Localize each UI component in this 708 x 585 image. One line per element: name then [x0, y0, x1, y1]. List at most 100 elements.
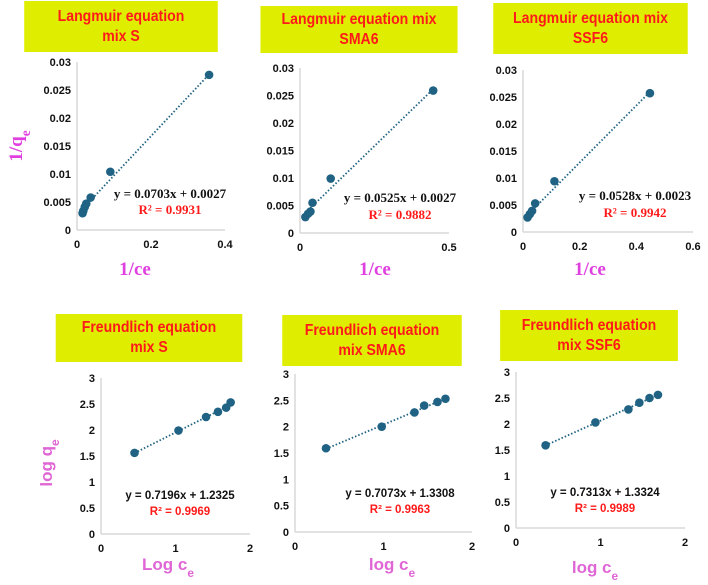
x-tick-label: 2	[469, 541, 475, 553]
trendline-equation: y = 0.0525x + 0.0027	[344, 190, 457, 205]
r-squared-label: R² = 0.9963	[370, 504, 430, 516]
x-axis-label: 1/ce	[574, 259, 606, 280]
data-point	[591, 418, 600, 427]
data-point	[419, 401, 429, 410]
y-tick-label: 0.015	[489, 146, 517, 158]
data-point	[530, 199, 540, 208]
trendline	[304, 88, 434, 214]
chart-title: Langmuir equation mix SMA6	[260, 6, 458, 53]
data-point	[130, 448, 139, 458]
y-axis-label-sub: e	[48, 439, 62, 446]
chart-title: Langmuir equation mix S	[24, 1, 218, 52]
trendline-equation: y = 0.0703x + 0.0027	[114, 186, 227, 201]
x-axis-label-main: 1/ce	[359, 259, 391, 280]
x-tick-label: 1	[380, 541, 386, 553]
x-tick-label: 0	[74, 239, 80, 251]
chart-title: Freundlich equation mix SSF6	[500, 310, 678, 361]
x-axis-label: log ce	[369, 555, 416, 580]
data-point	[541, 441, 550, 450]
trendline-equation: y = 0.0528x + 0.0023	[579, 188, 692, 203]
r-squared-label: R² = 0.9969	[150, 506, 210, 518]
data-point	[213, 407, 223, 417]
y-tick-label: 0.02	[50, 113, 71, 125]
y-tick-label: 0.025	[489, 92, 517, 104]
x-axis-label-main: log c	[572, 558, 612, 577]
trendline	[134, 403, 232, 454]
chart-title-line: Langmuir equation mix	[513, 9, 668, 27]
data-point	[645, 88, 655, 98]
chart-title: Freundlich equation mix SMA6	[282, 315, 462, 366]
x-tick-label: 0	[98, 543, 104, 555]
chart-title-line: mix SSF6	[557, 336, 621, 354]
chart-title-line: SSF6	[572, 29, 609, 47]
trendline-equation: y = 0.7073x + 1.3308	[345, 488, 455, 500]
x-tick-label: 0	[513, 537, 519, 549]
x-tick-label: 0.2	[143, 239, 158, 251]
x-axis-label-sub: e	[187, 566, 194, 580]
data-point	[174, 426, 183, 435]
data-point	[433, 397, 442, 407]
y-tick-label: 0	[89, 529, 95, 541]
chart-4: 0 0.5 1 1.5 2 2.5 3 0 1 2 y = 0.7196x + 1.2325 R² =…	[37, 373, 253, 580]
y-tick-label: 0	[288, 228, 294, 240]
data-point	[326, 174, 335, 183]
x-tick-label: 1	[597, 537, 603, 549]
y-tick-label: 0.03	[273, 63, 294, 75]
y-tick-label: 0.01	[496, 173, 517, 185]
data-point	[527, 206, 537, 216]
y-tick-label: 0.03	[50, 57, 71, 69]
chart-2: 0 0.005 0.01 0.015 0.02 0.025 0.03 0 0.5 y = 0.05…	[266, 63, 456, 280]
x-tick-label: 2	[682, 537, 688, 549]
y-tick-label: 1.5	[495, 445, 510, 457]
y-tick-label: 0.03	[496, 65, 517, 77]
chart-title-line: mix SMA6	[338, 341, 406, 359]
data-point	[624, 405, 633, 414]
x-tick-label: 0.5	[441, 242, 456, 254]
data-point	[226, 398, 235, 407]
y-tick-label: 2	[504, 419, 510, 431]
y-tick-label: 1	[89, 477, 95, 489]
y-tick-label: 1.5	[80, 451, 95, 463]
data-point	[81, 199, 91, 208]
x-tick-label: 2	[247, 543, 253, 555]
chart-title-line: mix S	[102, 27, 140, 45]
x-tick-label: 0.6	[685, 241, 700, 253]
x-axis-label: Log ce	[142, 555, 194, 580]
chart-title-line: Freundlich equation	[81, 319, 217, 336]
x-tick-label: 0.2	[572, 241, 587, 253]
x-axis-label-sub: e	[409, 566, 416, 580]
y-tick-label: 0.015	[266, 146, 294, 158]
x-axis-label: 1/ce	[119, 259, 151, 280]
y-tick-label: 1.5	[274, 448, 289, 460]
data-point	[308, 198, 317, 208]
trendline	[81, 73, 210, 210]
x-tick-label: 0	[297, 242, 303, 254]
y-tick-label: 0	[511, 227, 517, 239]
chart-title-line: Freundlich equation	[521, 316, 657, 334]
y-tick-label: 3	[283, 369, 289, 381]
r-squared-label: R² = 0.9942	[604, 205, 667, 220]
data-point	[321, 443, 331, 453]
x-axis-label-main: log c	[369, 555, 409, 574]
data-point	[201, 412, 211, 422]
y-tick-label: 0.005	[266, 201, 294, 213]
data-point	[428, 86, 438, 95]
y-tick-label: 2.5	[495, 393, 510, 405]
chart-title: Langmuir equation mix SSF6	[493, 3, 688, 54]
y-tick-label: 2.5	[274, 395, 289, 407]
data-point	[86, 193, 95, 202]
y-tick-label: 0.5	[80, 503, 95, 515]
data-point	[645, 393, 654, 403]
chart-title-line: mix S	[130, 339, 168, 356]
r-squared-label: R² = 0.9931	[139, 202, 202, 217]
chart-title-line: Langmuir equation mix	[281, 10, 437, 28]
y-tick-label: 0.025	[266, 91, 294, 103]
chart-3: 0 0.005 0.01 0.015 0.02 0.025 0.03 0 0.2 0.4 0.6 y …	[489, 65, 700, 280]
y-axis-label-main: 1/q	[6, 136, 27, 162]
y-tick-label: 0	[283, 527, 289, 539]
y-tick-label: 3	[504, 367, 510, 379]
y-tick-label: 1	[283, 474, 289, 486]
y-axis-label: log qe	[37, 439, 62, 487]
chart-6: 0 0.5 1 1.5 2 2.5 3 0 1 2 y = 0.7313x + 1.3324 R² =…	[495, 367, 688, 583]
